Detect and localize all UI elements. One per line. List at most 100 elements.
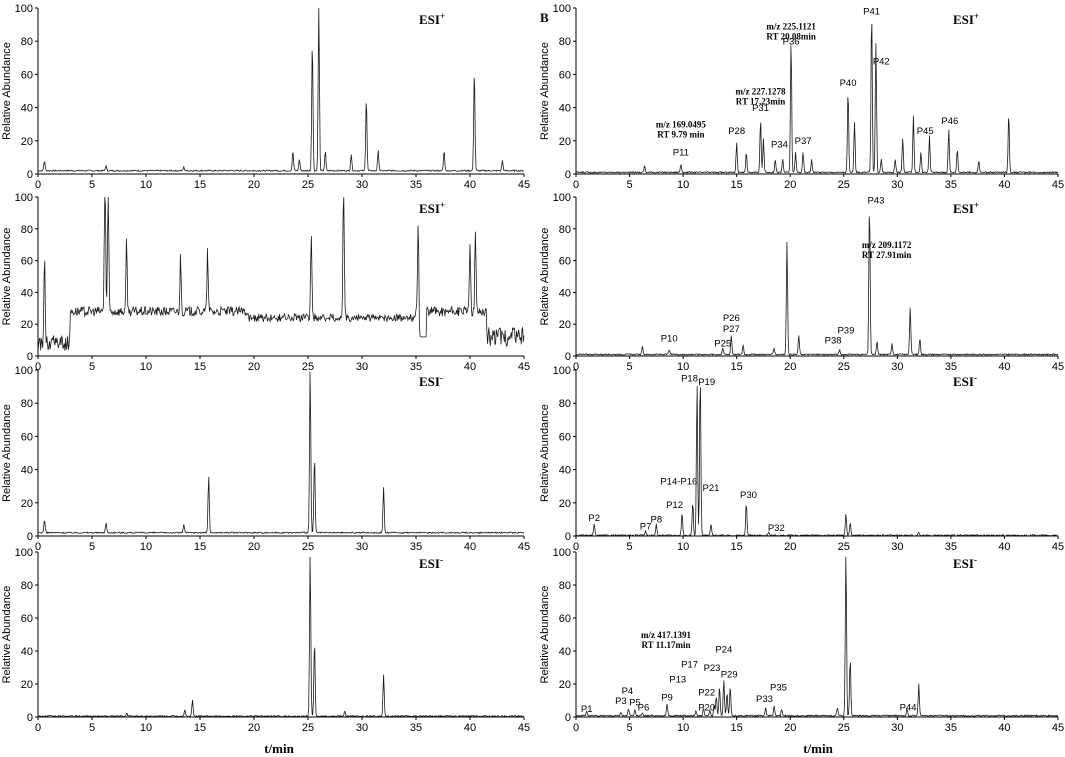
x-tick-label: 20 <box>248 179 260 191</box>
y-tick-label: 0 <box>27 351 33 363</box>
x-tick-label: 15 <box>194 541 206 553</box>
y-axis-label: Relative Abundance <box>1 228 13 326</box>
y-tick-label: 100 <box>553 365 571 377</box>
y-axis-label: Relative Abundance <box>539 42 551 140</box>
x-tick-label: 15 <box>194 722 206 734</box>
compound-annotation: RT 9.79 min <box>657 130 704 140</box>
y-tick-label: 40 <box>559 287 571 299</box>
x-tick-label: 35 <box>410 722 422 734</box>
x-tick-label: 15 <box>731 541 743 553</box>
peak-label: P4 <box>622 686 634 697</box>
y-axis-label: Relative Abundance <box>1 42 13 140</box>
x-tick-label: 40 <box>998 361 1010 373</box>
ionization-mode-label: ESI+ <box>953 11 979 27</box>
compound-annotation: RT 20.08min <box>766 32 816 42</box>
x-tick-label: 10 <box>677 179 689 191</box>
y-tick-label: 0 <box>27 169 33 181</box>
x-tick-label: 40 <box>464 179 476 191</box>
y-tick-label: 100 <box>553 192 571 204</box>
chromatogram-trace <box>575 216 1059 356</box>
x-tick-label: 0 <box>573 361 579 373</box>
y-tick-label: 20 <box>21 136 33 148</box>
x-tick-label: 40 <box>998 541 1010 553</box>
x-tick-label: 25 <box>302 361 314 373</box>
x-tick-label: 25 <box>838 179 850 191</box>
y-tick-label: 20 <box>21 319 33 331</box>
y-tick-label: 60 <box>21 69 33 81</box>
peak-label: P35 <box>770 683 787 694</box>
y-axis-label: Relative Abundance <box>1 404 13 502</box>
chromatogram-trace <box>37 8 525 173</box>
chromatogram-panel: 0 20 40 60 80 100 0 5 10 15 20 25 30 35 40 45 Relative A… <box>539 365 1064 553</box>
x-tick-label: 45 <box>1052 361 1064 373</box>
x-tick-label: 35 <box>945 722 957 734</box>
x-tick-label: 10 <box>140 722 152 734</box>
x-tick-label: 40 <box>464 541 476 553</box>
y-tick-label: 100 <box>553 3 571 15</box>
peak-label: P45 <box>917 126 934 137</box>
peak-label: P14-P16 <box>660 477 697 488</box>
x-tick-label: 10 <box>140 361 152 373</box>
x-tick-label: 30 <box>356 722 368 734</box>
y-tick-label: 20 <box>21 498 33 510</box>
peak-label: P9 <box>661 693 673 704</box>
y-tick-label: 60 <box>559 613 571 625</box>
x-tick-label: 35 <box>410 361 422 373</box>
x-tick-label: 25 <box>838 541 850 553</box>
x-tick-label: 0 <box>573 179 579 191</box>
x-tick-label: 40 <box>998 722 1010 734</box>
y-tick-label: 60 <box>559 69 571 81</box>
y-tick-label: 0 <box>27 531 33 543</box>
peak-label: P40 <box>840 78 857 89</box>
x-tick-label: 0 <box>35 179 41 191</box>
y-tick-label: 80 <box>559 398 571 410</box>
x-tick-label: 45 <box>1052 179 1064 191</box>
x-tick-label: 10 <box>677 722 689 734</box>
y-tick-label: 80 <box>21 36 33 48</box>
x-tick-label: 20 <box>784 361 796 373</box>
peak-label: P30 <box>740 490 757 501</box>
y-tick-label: 100 <box>15 365 33 377</box>
peak-label: P7 <box>640 521 652 532</box>
chromatogram-panel: 0 20 40 60 80 100 0 5 10 15 20 25 30 35 40 45 Relative A… <box>539 547 1064 734</box>
compound-annotation: m/z 225.1121 <box>766 22 816 32</box>
y-axis-label: Relative Abundance <box>539 586 551 684</box>
peak-label: P21 <box>703 483 720 494</box>
x-tick-label: 45 <box>518 361 530 373</box>
peak-label: P3 <box>615 696 627 707</box>
y-tick-label: 40 <box>559 646 571 658</box>
x-tick-label: 30 <box>891 179 903 191</box>
y-tick-label: 80 <box>21 398 33 410</box>
x-tick-label: 5 <box>626 722 632 734</box>
chromatogram-trace <box>37 196 525 351</box>
y-tick-label: 60 <box>21 256 33 268</box>
x-tick-label: 15 <box>731 722 743 734</box>
ionization-mode-label: ESI- <box>419 373 443 389</box>
x-tick-label: 0 <box>35 722 41 734</box>
peak-label: P41 <box>863 7 880 18</box>
y-tick-label: 20 <box>559 679 571 691</box>
compound-annotation: m/z 417.1391 <box>641 630 691 640</box>
peak-label: P43 <box>867 195 884 206</box>
x-tick-label: 5 <box>89 541 95 553</box>
peak-label: P36 <box>783 37 800 48</box>
x-tick-label: 30 <box>356 541 368 553</box>
ionization-mode-label: ESI- <box>419 555 443 571</box>
peak-label: P18 <box>681 374 698 385</box>
x-tick-label: 10 <box>677 361 689 373</box>
x-tick-label: 25 <box>302 722 314 734</box>
x-tick-label: 25 <box>302 541 314 553</box>
y-tick-label: 60 <box>559 256 571 268</box>
peak-label: P13 <box>669 674 686 685</box>
peak-label: P17 <box>681 660 698 671</box>
peak-label: P6 <box>638 702 650 713</box>
x-tick-label: 35 <box>410 541 422 553</box>
x-tick-label: 20 <box>248 361 260 373</box>
x-tick-label: 20 <box>784 541 796 553</box>
x-tick-label: 10 <box>140 541 152 553</box>
x-tick-label: 0 <box>573 541 579 553</box>
peak-label: P5 <box>629 697 641 708</box>
chromatogram-panel: 0 20 40 60 80 100 0 5 10 15 20 25 30 35 40 45 Relative A… <box>1 365 530 553</box>
